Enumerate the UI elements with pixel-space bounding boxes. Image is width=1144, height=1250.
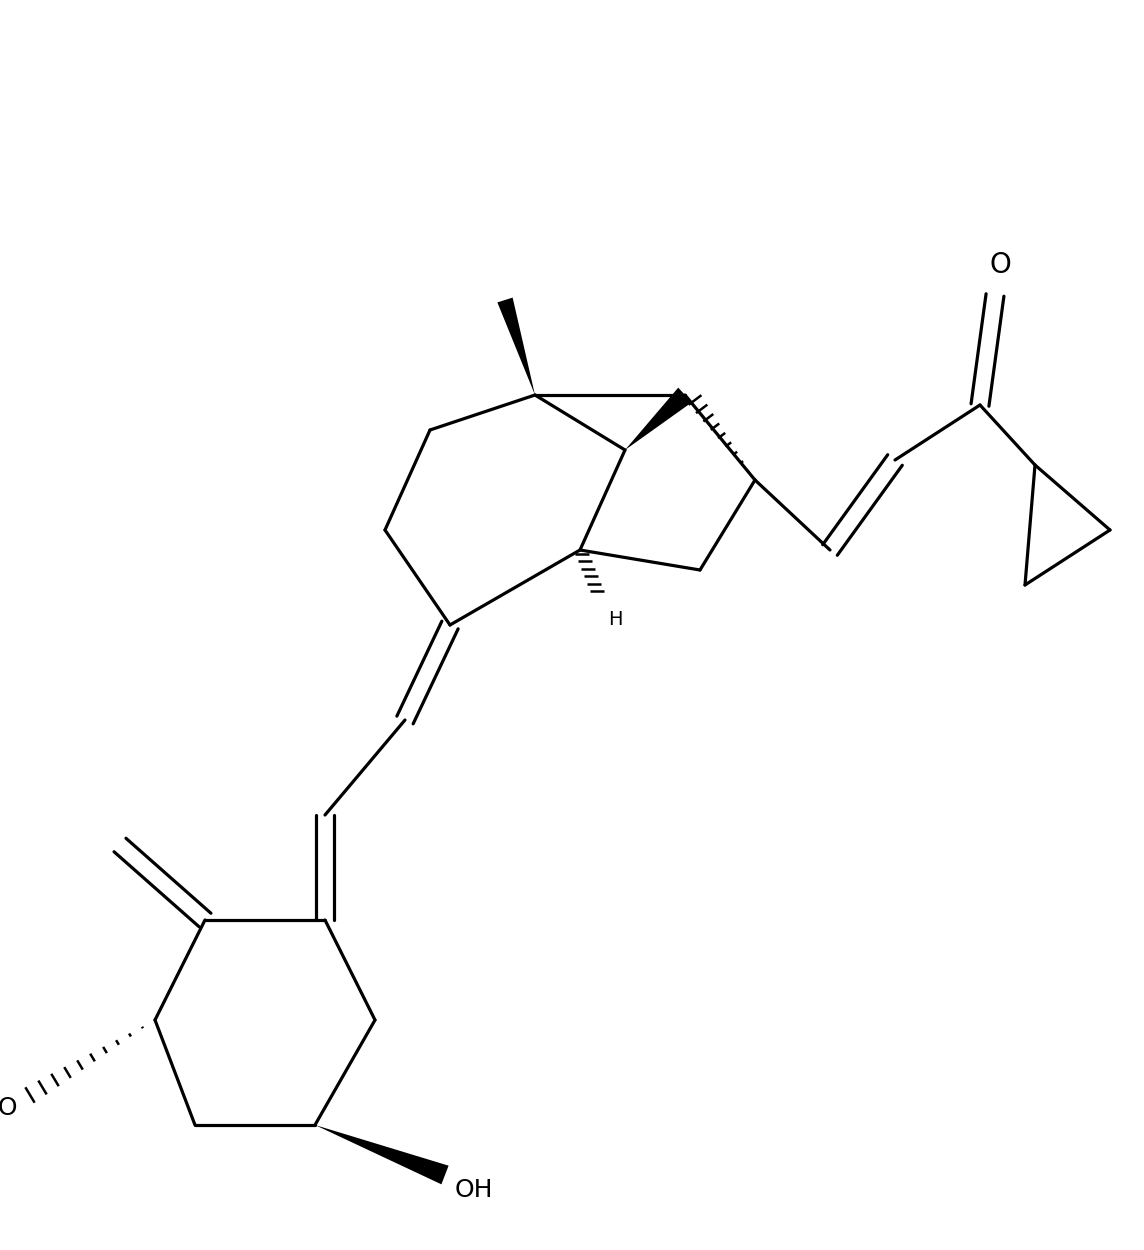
Polygon shape [315,1125,448,1184]
Text: H: H [607,610,622,629]
Text: O: O [990,251,1011,279]
Text: HO: HO [0,1096,18,1120]
Text: OH: OH [455,1178,493,1202]
Polygon shape [498,298,535,395]
Polygon shape [625,388,692,450]
